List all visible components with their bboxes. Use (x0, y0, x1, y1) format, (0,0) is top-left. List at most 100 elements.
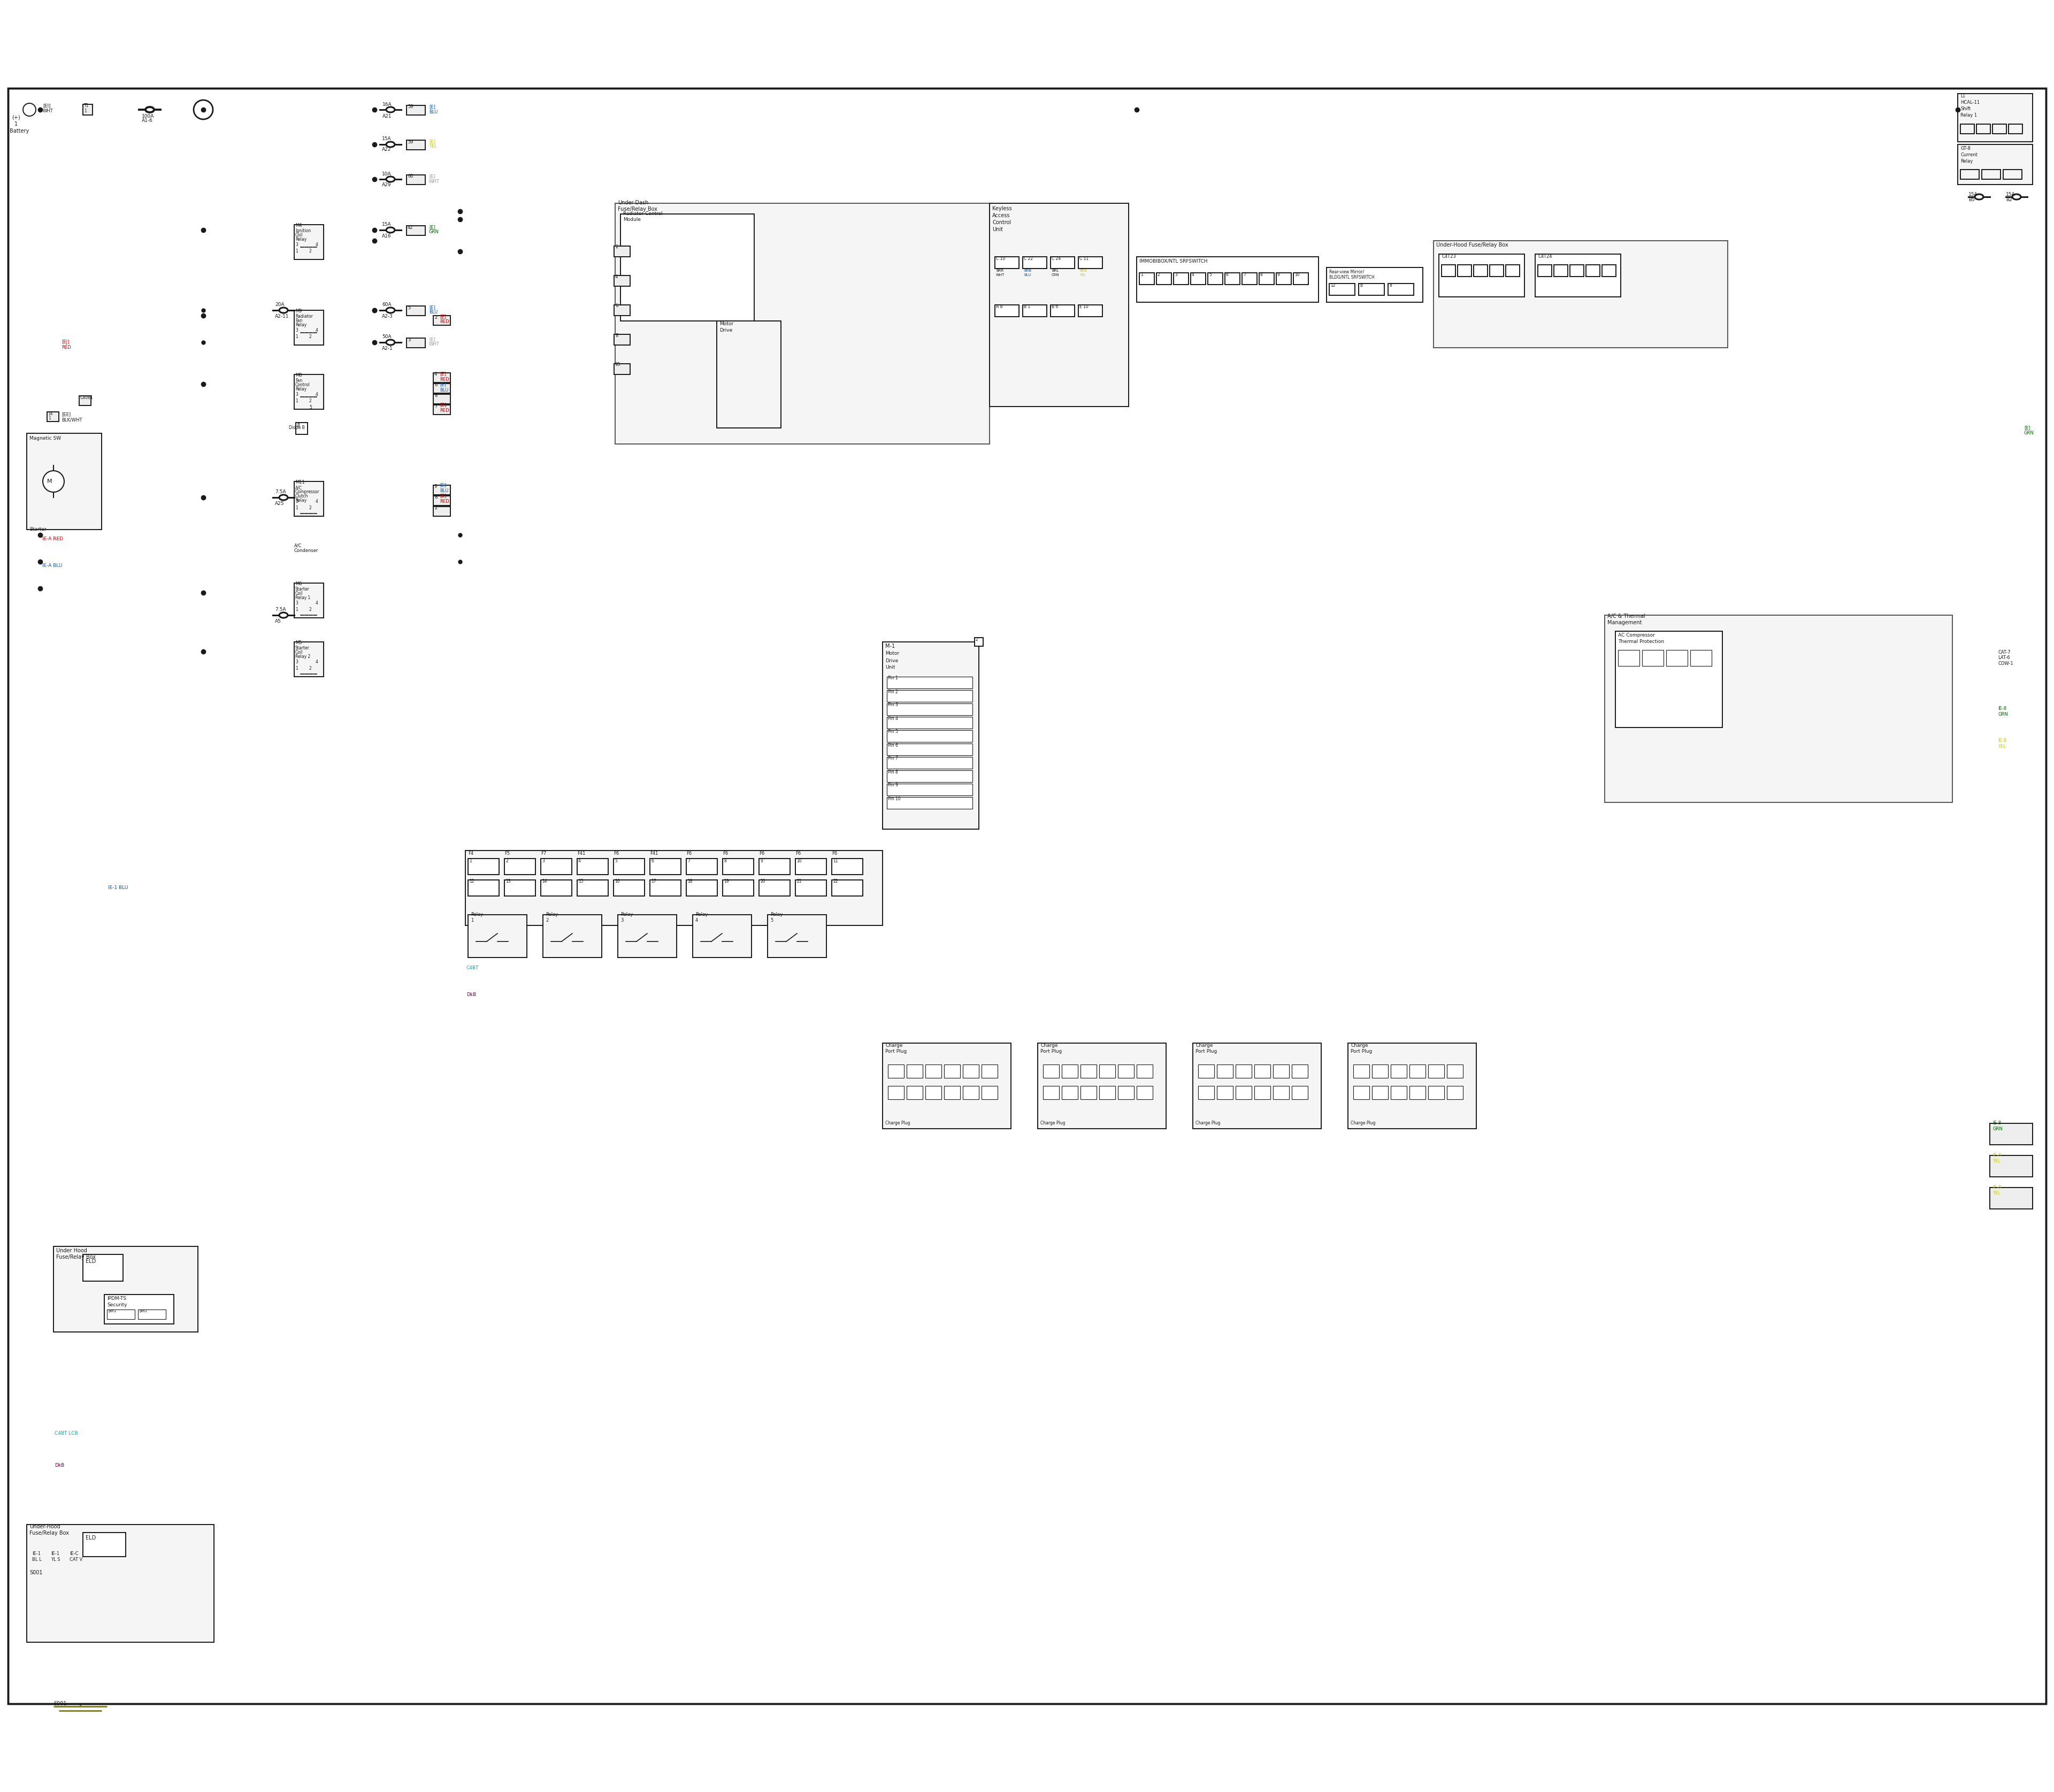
Bar (1440, 254, 1524, 297)
Text: 3: 3 (296, 392, 298, 398)
Bar (883, 1043, 1011, 1129)
Bar (1555, 265, 1567, 276)
Bar (407, 306, 425, 315)
Text: A21: A21 (382, 113, 392, 118)
Text: 6: 6 (614, 303, 618, 308)
Text: Charge Plug: Charge Plug (1041, 1122, 1066, 1125)
Bar (1062, 1086, 1078, 1098)
Text: 2: 2 (1158, 272, 1161, 276)
Bar (1243, 272, 1257, 285)
Text: BRB
YEL: BRB YEL (1080, 269, 1087, 276)
Bar (1982, 170, 2001, 179)
Bar (542, 914, 602, 957)
Bar (294, 375, 325, 409)
Text: Pin 3: Pin 3 (887, 702, 898, 708)
Bar (1538, 265, 1551, 276)
Bar (433, 496, 450, 505)
Text: Relay 1: Relay 1 (296, 595, 310, 600)
Bar (1666, 650, 1688, 667)
Bar (433, 315, 450, 324)
Bar (468, 858, 499, 874)
Text: BLU: BLU (440, 487, 448, 493)
Bar (468, 880, 499, 896)
Text: 2: 2 (310, 249, 312, 254)
Bar (963, 1086, 980, 1098)
Text: Fuse/Relay Box: Fuse/Relay Box (55, 1254, 97, 1260)
Text: 4: 4 (316, 659, 318, 665)
Bar (505, 858, 536, 874)
Text: Under-Hood Fuse/Relay Box: Under-Hood Fuse/Relay Box (1436, 242, 1508, 247)
Text: 2: 2 (614, 246, 618, 249)
Text: Fan: Fan (296, 319, 302, 323)
Text: ELD: ELD (86, 1258, 97, 1263)
Text: BLU: BLU (429, 109, 438, 115)
Text: pin1: pin1 (109, 1310, 117, 1314)
Text: pin2: pin2 (140, 1310, 148, 1314)
Text: A1-6: A1-6 (142, 118, 152, 124)
Bar (887, 1086, 904, 1098)
Bar (82, 1532, 125, 1557)
Bar (1136, 256, 1319, 303)
Text: CAT-7
LAT-6
COW-1: CAT-7 LAT-6 COW-1 (1999, 650, 2013, 667)
Bar (832, 858, 863, 874)
Text: 7.5A: 7.5A (275, 607, 286, 613)
Text: Relay
4: Relay 4 (696, 912, 709, 923)
Text: F5: F5 (505, 851, 509, 855)
Bar (1990, 1156, 2033, 1177)
Bar (1216, 1086, 1232, 1098)
Text: Relay 1: Relay 1 (1960, 113, 1978, 118)
Bar (1062, 1064, 1078, 1077)
Text: Relay
5: Relay 5 (770, 912, 783, 923)
Text: Charge
Port Plug: Charge Port Plug (885, 1043, 906, 1054)
Text: 9: 9 (760, 858, 762, 864)
Text: Charge
Port Plug: Charge Port Plug (1195, 1043, 1218, 1054)
Text: 42: 42 (407, 226, 413, 229)
Text: B 6: B 6 (1052, 305, 1058, 308)
Ellipse shape (146, 108, 154, 113)
Text: M4: M4 (296, 224, 302, 228)
Text: ELD: ELD (86, 1536, 97, 1541)
Text: 10A: 10A (382, 172, 392, 176)
Bar (963, 1064, 980, 1077)
Text: Charge
Port Plug: Charge Port Plug (1041, 1043, 1062, 1054)
Bar (982, 1086, 998, 1098)
Bar (27, 434, 101, 530)
Bar (1136, 1086, 1152, 1098)
Text: [E]: [E] (429, 174, 435, 179)
Text: Fan: Fan (296, 378, 302, 383)
Text: 2: 2 (310, 400, 312, 403)
Text: [E]: [E] (429, 140, 435, 143)
Text: M: M (47, 478, 51, 484)
Bar (577, 858, 608, 874)
Text: 3: 3 (296, 600, 298, 606)
Bar (887, 756, 972, 769)
Bar (614, 305, 631, 315)
Text: A2-11: A2-11 (275, 314, 290, 319)
Text: 1: 1 (296, 505, 298, 511)
Text: 3: 3 (542, 858, 544, 864)
Text: 2: 2 (976, 638, 978, 642)
Bar (1023, 256, 1048, 269)
Text: M11: M11 (296, 480, 304, 486)
Bar (906, 1064, 922, 1077)
Text: IE-1 BLU: IE-1 BLU (109, 885, 127, 891)
Bar (1099, 1086, 1115, 1098)
Text: A/C & Thermal
Management: A/C & Thermal Management (1608, 613, 1645, 625)
Bar (1043, 1064, 1060, 1077)
Bar (138, 1310, 166, 1319)
Text: [E]: [E] (440, 382, 446, 387)
Text: 8: 8 (614, 333, 618, 339)
Text: Starter: Starter (29, 527, 47, 532)
Bar (1197, 1086, 1214, 1098)
Bar (294, 224, 325, 260)
Bar (433, 383, 450, 392)
Bar (1960, 170, 1980, 179)
Bar (614, 276, 631, 287)
Text: M9: M9 (296, 308, 302, 314)
Bar (887, 677, 972, 688)
Bar (887, 690, 972, 702)
Text: Unit: Unit (992, 228, 1002, 233)
Bar (1409, 1086, 1425, 1098)
Ellipse shape (279, 308, 288, 314)
Text: IPDM-TS: IPDM-TS (107, 1296, 125, 1301)
